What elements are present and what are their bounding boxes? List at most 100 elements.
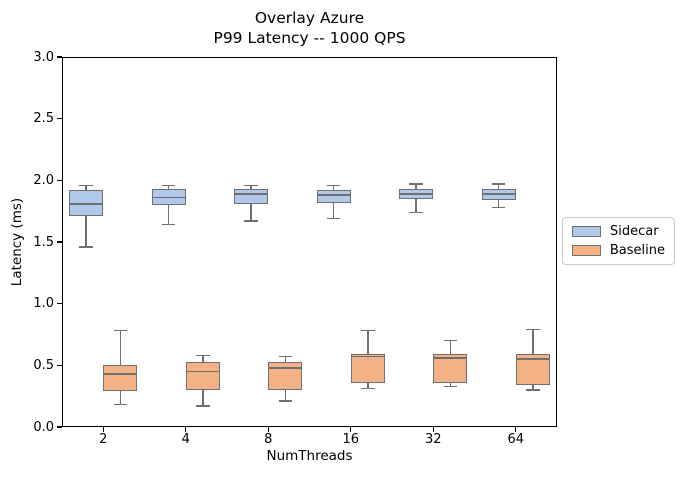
- box-sidecar-16: [316, 190, 351, 203]
- whisker-upper-sidecar-8: [250, 185, 252, 189]
- x-tick-mark: [185, 427, 187, 432]
- whisker-cap-top-baseline-32: [443, 339, 458, 342]
- whisker-upper-sidecar-64: [497, 184, 500, 189]
- whisker-cap-top-baseline-2: [113, 330, 128, 332]
- y-tick-mark: [57, 303, 62, 305]
- y-tick-label: 0.0: [33, 419, 54, 435]
- median-sidecar-32: [399, 193, 434, 195]
- plot-area: [62, 57, 557, 427]
- whisker-lower-sidecar-16: [332, 202, 335, 219]
- median-baseline-32: [433, 357, 468, 359]
- y-tick-label: 3.0: [33, 49, 54, 65]
- whisker-upper-baseline-2: [119, 330, 122, 366]
- x-tick-mark: [102, 427, 104, 432]
- y-tick-mark: [57, 179, 62, 181]
- whisker-upper-sidecar-2: [85, 185, 87, 191]
- whisker-lower-sidecar-8: [250, 203, 252, 222]
- x-tick-mark: [350, 427, 352, 432]
- whisker-cap-bottom-baseline-32: [443, 385, 458, 387]
- whisker-lower-sidecar-32: [415, 198, 417, 213]
- whisker-upper-baseline-16: [367, 330, 369, 355]
- whisker-upper-baseline-8: [284, 356, 287, 362]
- y-tick-mark: [57, 56, 62, 58]
- legend-label-baseline: Baseline: [609, 243, 665, 258]
- median-baseline-64: [515, 358, 550, 360]
- legend-swatch-baseline: [572, 245, 601, 256]
- whisker-cap-bottom-baseline-4: [196, 405, 210, 407]
- box-baseline-2: [103, 365, 138, 392]
- y-tick-label: 0.5: [33, 357, 54, 373]
- whisker-cap-bottom-baseline-8: [278, 400, 293, 402]
- whisker-cap-top-baseline-8: [278, 356, 293, 358]
- legend-label-sidecar: Sidecar: [610, 224, 659, 239]
- whisker-cap-bottom-sidecar-64: [491, 206, 506, 209]
- box-baseline-16: [350, 354, 385, 383]
- box-baseline-4: [185, 361, 220, 390]
- median-baseline-16: [350, 355, 385, 358]
- x-tick-label: 16: [342, 432, 360, 447]
- median-baseline-2: [103, 373, 138, 375]
- whisker-lower-baseline-4: [202, 390, 204, 407]
- y-tick-label: 1.5: [33, 234, 54, 250]
- y-tick-mark: [57, 118, 62, 120]
- x-tick-mark: [515, 427, 517, 432]
- whisker-cap-top-baseline-64: [526, 328, 540, 331]
- x-tick-mark: [432, 427, 434, 432]
- x-tick-mark: [267, 427, 269, 432]
- whisker-lower-sidecar-64: [497, 200, 500, 208]
- box-baseline-8: [268, 361, 303, 390]
- whisker-lower-baseline-32: [449, 382, 452, 387]
- legend-entry-sidecar: Sidecar: [572, 225, 665, 238]
- whisker-lower-baseline-16: [367, 382, 369, 389]
- legend-swatch-sidecar: [572, 226, 601, 237]
- y-tick-label: 1.0: [33, 296, 54, 312]
- whisker-cap-top-baseline-4: [196, 354, 210, 357]
- whisker-upper-sidecar-32: [415, 184, 417, 189]
- whisker-upper-baseline-32: [449, 340, 452, 355]
- x-tick-label: 8: [264, 432, 273, 447]
- x-axis-label: NumThreads: [266, 448, 353, 464]
- whisker-cap-bottom-sidecar-32: [409, 211, 423, 214]
- median-baseline-4: [185, 370, 220, 373]
- whisker-cap-top-sidecar-4: [161, 184, 176, 186]
- y-tick-label: 2.0: [33, 172, 54, 188]
- chart-title: Overlay Azure P99 Latency -- 1000 QPS: [62, 9, 557, 48]
- median-sidecar-2: [69, 203, 104, 205]
- whisker-cap-bottom-sidecar-16: [326, 217, 341, 220]
- whisker-cap-top-sidecar-32: [409, 183, 423, 185]
- whisker-cap-top-sidecar-16: [326, 184, 341, 186]
- whisker-cap-bottom-sidecar-8: [244, 220, 258, 222]
- median-baseline-8: [268, 367, 303, 369]
- whisker-cap-bottom-baseline-16: [361, 388, 375, 390]
- whisker-cap-bottom-baseline-64: [526, 389, 540, 391]
- whisker-cap-top-sidecar-8: [244, 184, 258, 186]
- whisker-cap-bottom-baseline-2: [113, 404, 128, 406]
- legend-entry-baseline: Baseline: [572, 244, 665, 257]
- whisker-lower-sidecar-4: [167, 205, 170, 225]
- whisker-upper-baseline-64: [532, 329, 534, 355]
- whisker-cap-bottom-sidecar-2: [79, 246, 93, 248]
- whisker-lower-sidecar-2: [85, 216, 87, 247]
- x-tick-label: 2: [99, 432, 108, 447]
- y-tick-mark: [57, 241, 62, 243]
- whisker-upper-sidecar-4: [167, 185, 170, 189]
- x-tick-label: 64: [507, 432, 525, 447]
- whisker-cap-bottom-sidecar-4: [161, 224, 176, 226]
- whisker-lower-baseline-64: [532, 385, 534, 390]
- y-tick-label: 2.5: [33, 111, 54, 127]
- median-sidecar-4: [151, 196, 186, 199]
- whisker-upper-baseline-4: [202, 355, 204, 362]
- chart-title-line-1: Overlay Azure: [254, 9, 365, 27]
- whisker-cap-top-baseline-16: [361, 330, 375, 332]
- legend: Sidecar Baseline: [562, 217, 675, 265]
- chart-title-line-2: P99 Latency -- 1000 QPS: [213, 28, 406, 47]
- whisker-cap-top-sidecar-64: [491, 183, 506, 185]
- y-tick-mark: [57, 426, 62, 428]
- x-tick-label: 4: [181, 432, 190, 447]
- whisker-upper-sidecar-16: [332, 185, 335, 191]
- whisker-lower-baseline-8: [284, 390, 287, 402]
- y-tick-mark: [57, 364, 62, 366]
- whisker-cap-top-sidecar-2: [79, 184, 93, 186]
- median-sidecar-64: [481, 193, 516, 195]
